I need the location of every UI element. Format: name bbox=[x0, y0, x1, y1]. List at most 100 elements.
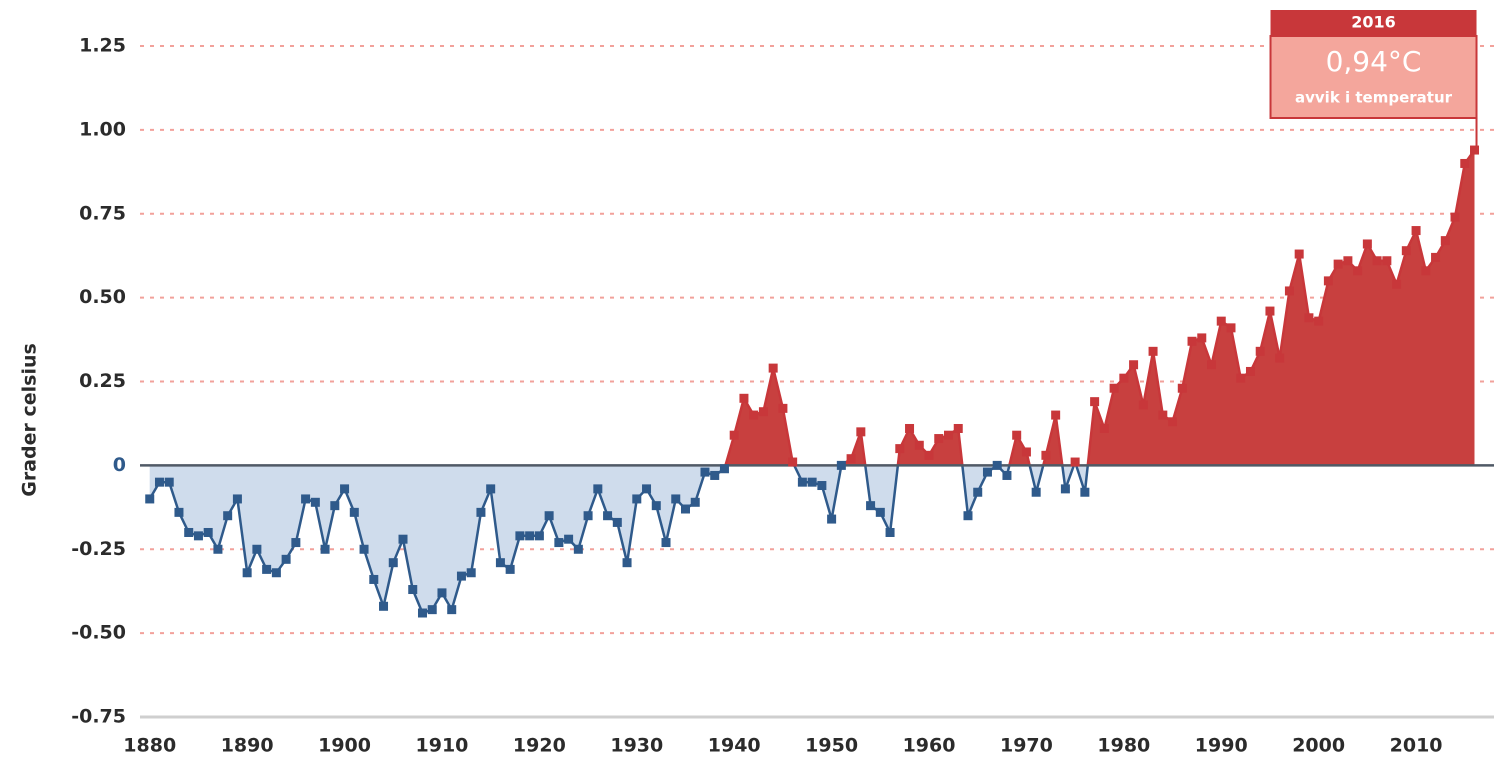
point bbox=[495, 558, 505, 568]
point bbox=[554, 538, 564, 548]
point bbox=[505, 564, 515, 574]
point bbox=[866, 501, 876, 511]
point bbox=[398, 534, 408, 544]
point bbox=[223, 511, 233, 521]
point bbox=[349, 507, 359, 517]
point bbox=[817, 481, 827, 491]
point bbox=[534, 531, 544, 541]
point bbox=[193, 531, 203, 541]
positive-line bbox=[724, 149, 1476, 466]
callout-body bbox=[1269, 35, 1478, 119]
point bbox=[447, 605, 457, 615]
point bbox=[924, 450, 934, 460]
x-tick-label: 1990 bbox=[1195, 735, 1248, 757]
point bbox=[1187, 336, 1197, 346]
point bbox=[1275, 353, 1285, 363]
point bbox=[379, 601, 389, 611]
point bbox=[729, 430, 739, 440]
point bbox=[749, 410, 759, 420]
callout-value: 0,94°C bbox=[1326, 45, 1422, 78]
point bbox=[174, 507, 184, 517]
point bbox=[982, 467, 992, 477]
point bbox=[622, 558, 632, 568]
point bbox=[1197, 333, 1207, 343]
point bbox=[1450, 212, 1460, 222]
x-tick-label: 1970 bbox=[1000, 735, 1053, 757]
point bbox=[651, 501, 661, 511]
point bbox=[1090, 397, 1100, 407]
point bbox=[564, 534, 574, 544]
point bbox=[154, 477, 164, 487]
x-tick-label: 1920 bbox=[513, 735, 566, 757]
callout-header bbox=[1270, 10, 1477, 36]
point bbox=[1343, 256, 1353, 266]
point bbox=[340, 484, 350, 494]
point bbox=[1362, 239, 1372, 249]
point bbox=[281, 554, 291, 564]
point bbox=[1255, 346, 1265, 356]
point bbox=[1236, 373, 1246, 383]
point bbox=[758, 407, 768, 417]
point bbox=[807, 477, 817, 487]
point bbox=[1372, 256, 1382, 266]
point bbox=[739, 393, 749, 403]
point bbox=[1129, 360, 1139, 370]
point bbox=[252, 544, 262, 554]
point bbox=[944, 430, 954, 440]
y-tick-label: -0.75 bbox=[71, 706, 126, 728]
point bbox=[1041, 450, 1051, 460]
point bbox=[768, 363, 778, 373]
x-tick-label: 1960 bbox=[903, 735, 956, 757]
point bbox=[788, 457, 798, 467]
point bbox=[778, 403, 788, 413]
point bbox=[1460, 158, 1470, 168]
point bbox=[184, 527, 194, 537]
point bbox=[583, 511, 593, 521]
point bbox=[1158, 410, 1168, 420]
x-tick-label: 1900 bbox=[318, 735, 371, 757]
positive-area bbox=[725, 150, 1475, 466]
point bbox=[1138, 400, 1148, 410]
point bbox=[301, 494, 311, 504]
point bbox=[680, 504, 690, 514]
point bbox=[1168, 417, 1178, 427]
point bbox=[1411, 226, 1421, 236]
point bbox=[1304, 313, 1314, 323]
point bbox=[145, 494, 155, 504]
point bbox=[642, 484, 652, 494]
point bbox=[369, 574, 379, 584]
point bbox=[719, 464, 729, 474]
point bbox=[836, 460, 846, 470]
point bbox=[1051, 410, 1061, 420]
point bbox=[612, 517, 622, 527]
callout-text: avvik i temperatur bbox=[1295, 89, 1453, 107]
point bbox=[262, 564, 272, 574]
point bbox=[856, 427, 866, 437]
point bbox=[1109, 383, 1119, 393]
point bbox=[1080, 487, 1090, 497]
point bbox=[827, 514, 837, 524]
point bbox=[1323, 276, 1333, 286]
point bbox=[310, 497, 320, 507]
point bbox=[437, 588, 447, 598]
point bbox=[456, 571, 466, 581]
point bbox=[291, 538, 301, 548]
y-tick-label: 0.75 bbox=[79, 202, 126, 224]
point bbox=[710, 470, 720, 480]
point bbox=[1440, 236, 1450, 246]
point bbox=[671, 494, 681, 504]
point bbox=[1226, 323, 1236, 333]
point bbox=[603, 511, 613, 521]
point bbox=[953, 423, 963, 433]
point bbox=[203, 527, 213, 537]
point bbox=[1401, 246, 1411, 256]
point bbox=[992, 460, 1002, 470]
point bbox=[525, 531, 535, 541]
point bbox=[1392, 279, 1402, 289]
point bbox=[934, 434, 944, 444]
point bbox=[963, 511, 973, 521]
point bbox=[895, 444, 905, 454]
point bbox=[973, 487, 983, 497]
